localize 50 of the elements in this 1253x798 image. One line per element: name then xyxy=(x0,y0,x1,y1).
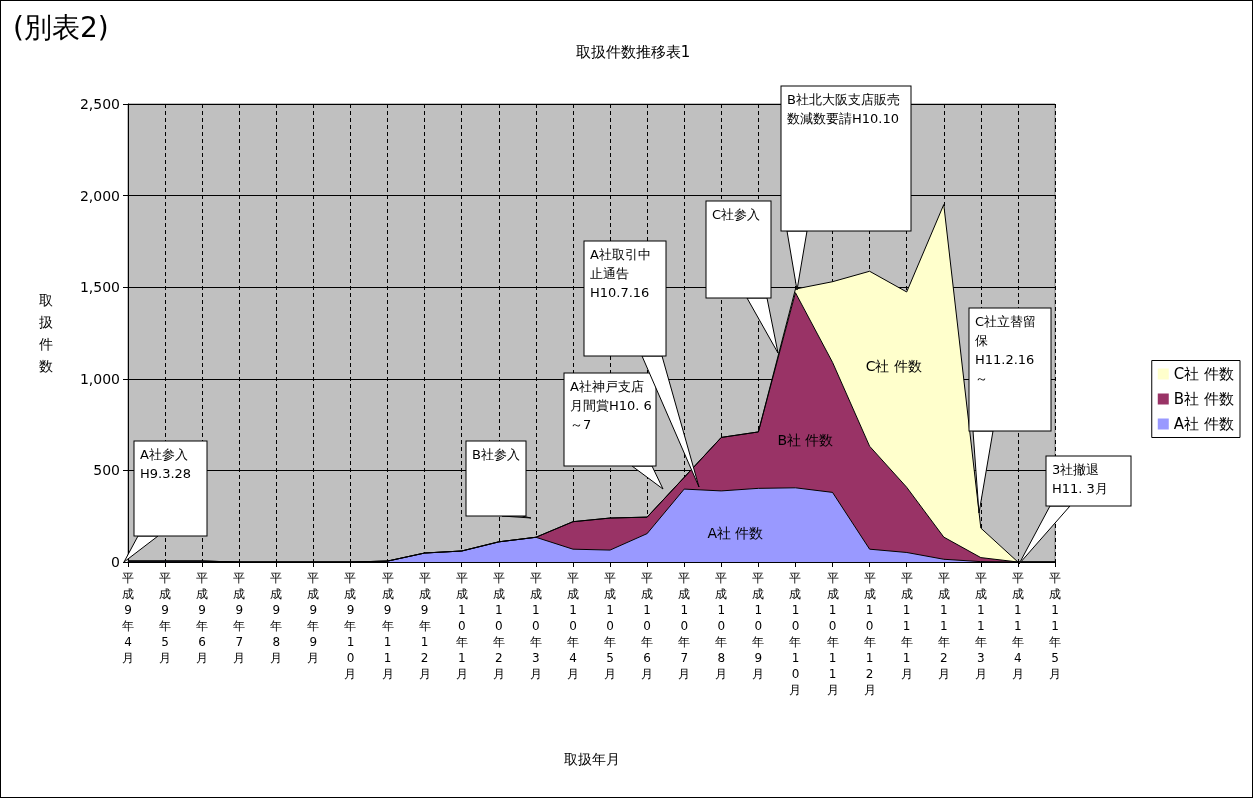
annotation: A社取引中止通告H10.7.16 xyxy=(590,246,652,302)
annotation: C社立替留保H11.2.16～ xyxy=(975,313,1038,388)
y-tick-label: 2,500 xyxy=(79,96,120,112)
x-tick-label: 平成11年2月 xyxy=(937,571,950,681)
x-tick-label: 平成10年12月 xyxy=(863,571,876,697)
x-tick-label: 平成9年9月 xyxy=(307,571,320,665)
x-tick-label: 平成10年4月 xyxy=(566,571,579,681)
legend-label: A社 件数 xyxy=(1173,415,1234,433)
y-tick-label: 500 xyxy=(93,462,120,479)
x-tick-label: 平成10年8月 xyxy=(715,571,728,681)
x-tick-label: 平成10年1月 xyxy=(455,571,468,681)
annotation: A社神戸支店月間賞H10. 6～7 xyxy=(570,378,652,434)
x-tick-label: 平成10年6月 xyxy=(641,571,654,681)
y-tick-label: 0 xyxy=(111,554,120,570)
x-tick-label: 平成9年10月 xyxy=(344,571,357,681)
legend-label: B社 件数 xyxy=(1173,390,1234,408)
y-tick-label: 1,000 xyxy=(79,370,120,387)
x-tick-label: 平成9年5月 xyxy=(159,571,172,665)
annotation: B社参入 xyxy=(472,446,521,464)
annotation: B社北大阪支店販売数減数要請H10.10 xyxy=(787,91,901,128)
x-tick-label: 平成10年5月 xyxy=(604,571,617,681)
text: C社 件数 xyxy=(865,357,922,374)
annotation: A社参入H9.3.28 xyxy=(140,446,193,483)
x-tick-label: 平成10年3月 xyxy=(529,571,542,681)
legend-label: C社 件数 xyxy=(1173,365,1235,383)
x-tick-label: 平成9年12月 xyxy=(418,571,431,681)
x-tick-label: 平成9年4月 xyxy=(122,571,134,665)
text: (別表2) xyxy=(13,10,109,46)
x-tick-label: 平成9年11月 xyxy=(381,571,394,681)
x-tick-label: 平成10年9月 xyxy=(752,571,765,681)
x-tick-label: 平成10年7月 xyxy=(678,571,691,681)
text: B社 件数 xyxy=(777,432,834,449)
x-tick-label: 平成11年4月 xyxy=(1011,571,1024,681)
text: A社 件数 xyxy=(707,524,764,541)
x-tick-label: 平成11年5月 xyxy=(1049,571,1061,681)
x-tick-label: 平成9年7月 xyxy=(233,571,246,665)
x-tick-label: 平成9年6月 xyxy=(196,571,209,665)
chart-title: 取扱件数推移表1 xyxy=(575,42,691,61)
y-tick-label: 1,500 xyxy=(79,279,120,296)
y-tick-label: 2,000 xyxy=(79,187,120,204)
y-axis-title: 取扱件数 xyxy=(39,292,53,374)
x-tick-label: 平成10年11月 xyxy=(826,571,839,697)
x-tick-label: 平成10年2月 xyxy=(492,571,505,681)
x-tick-label: 平成11年3月 xyxy=(974,571,987,681)
x-tick-label: 平成9年8月 xyxy=(270,571,283,665)
x-tick-label: 平成10年10月 xyxy=(789,571,802,697)
annotation: C社参入 xyxy=(712,206,762,224)
x-tick-label: 平成11年1月 xyxy=(900,571,913,681)
annotation: 3社撤退H11. 3月 xyxy=(1052,461,1109,498)
x-axis-title: 取扱年月 xyxy=(563,751,620,767)
